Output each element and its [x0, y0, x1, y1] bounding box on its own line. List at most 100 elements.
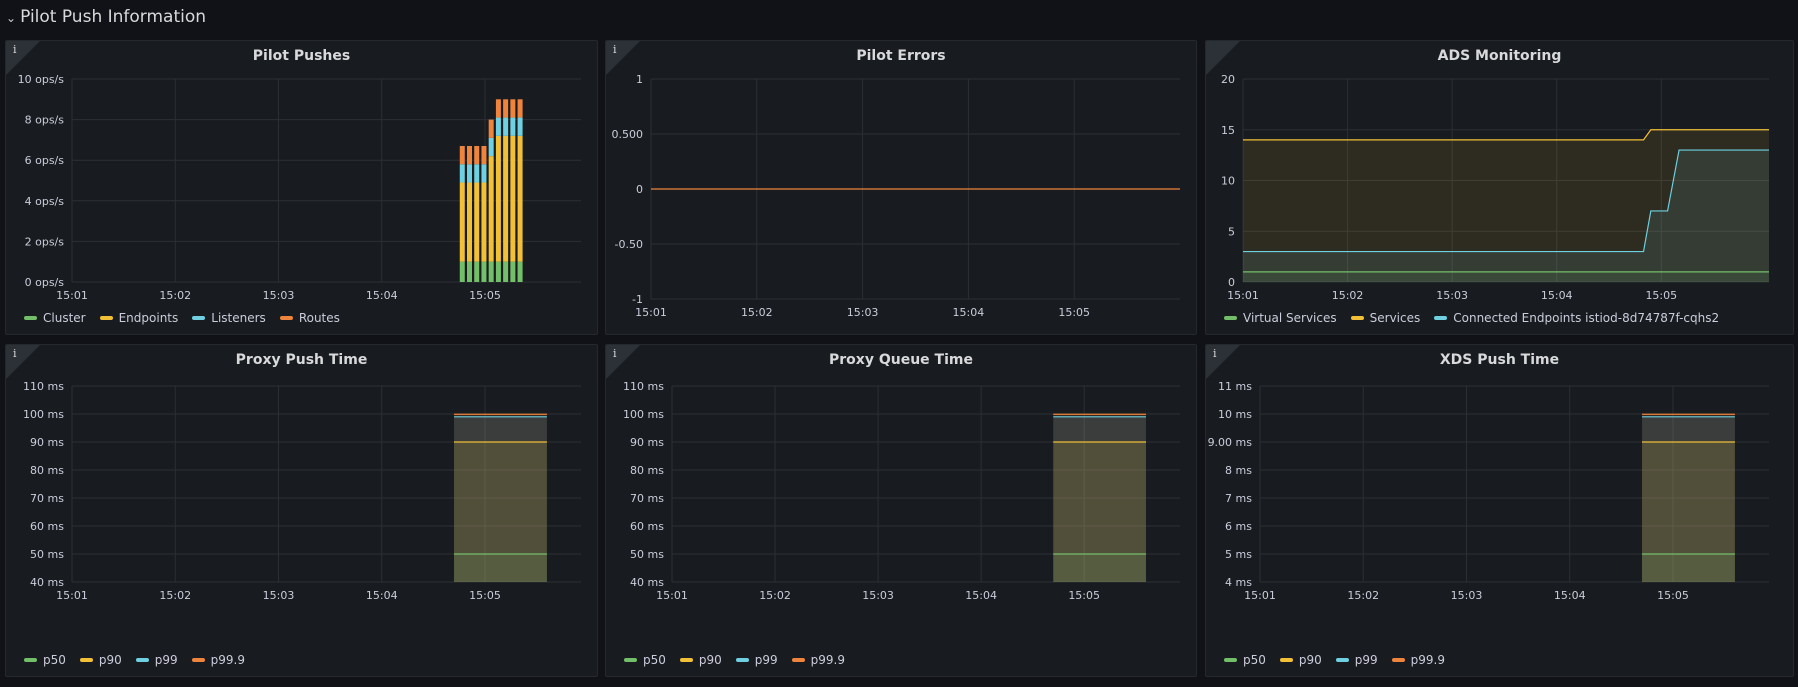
series-area [1642, 442, 1735, 582]
x-tick-label: 15:05 [1058, 306, 1090, 319]
legend-item[interactable]: Virtual Services [1224, 311, 1337, 325]
info-icon[interactable]: i [13, 43, 17, 56]
y-tick-label: 10 ms [1218, 408, 1252, 421]
chart-legend: p50 p90 p99 p99.9 [624, 653, 845, 667]
legend-item[interactable]: Routes [279, 311, 340, 325]
bar-segment [474, 145, 480, 165]
info-icon[interactable]: i [13, 347, 17, 360]
panel-title: XDS Push Time [1439, 352, 1560, 368]
series-area [1243, 150, 1769, 282]
legend-item[interactable]: Connected Endpoints istiod-8d74787f-cqhs… [1434, 311, 1719, 325]
y-tick-label: 100 ms [623, 408, 664, 421]
series-line [1243, 149, 1769, 253]
legend-item[interactable]: Endpoints [99, 311, 178, 325]
legend-item[interactable]: p99.9 [1391, 653, 1446, 667]
chart-xds-push-time: 4 ms 5 ms 6 ms 7 ms 8 ms 9.00 ms 10 ms 11 ms 15:… [1208, 380, 1769, 602]
y-tick-label: 4 ms [1225, 576, 1252, 589]
legend-item[interactable]: p99 [135, 653, 178, 667]
y-tick-label: 70 ms [630, 492, 664, 505]
info-icon[interactable]: i [613, 43, 617, 56]
legend-item[interactable]: p50 [624, 653, 666, 667]
legend-item[interactable]: Cluster [24, 311, 86, 325]
legend-swatch [99, 316, 113, 320]
legend-swatch [679, 658, 693, 662]
y-tick-label: 0 [636, 183, 643, 196]
x-tick-label: 15:04 [953, 306, 985, 319]
x-tick-label: 15:05 [469, 289, 501, 302]
x-tick-label: 15:03 [263, 589, 295, 602]
legend-label: p99.9 [1410, 653, 1446, 667]
legend-item[interactable]: p99 [735, 653, 778, 667]
panel-pilot-errors[interactable]: i Pilot Errors -1 -0.50 0 0.500 1 15:01 15:02 1… [605, 40, 1197, 335]
chart-proxy-push-time: 40 ms 50 ms 60 ms 70 ms 80 ms 90 ms 100 ms 110 … [23, 380, 581, 602]
chevron-down-icon: ⌄ [6, 11, 17, 25]
chart-legend: p50 p90 p99 p99.9 [24, 653, 245, 667]
legend-item[interactable]: p99 [1335, 653, 1378, 667]
legend-swatch [24, 658, 37, 662]
legend-label: p99 [1354, 653, 1378, 667]
y-tick-label: 0 ops/s [25, 276, 65, 289]
legend-item[interactable]: Services [1350, 311, 1421, 325]
y-tick-label: 20 [1221, 73, 1235, 86]
bar-segment [495, 261, 501, 282]
bar-segment [481, 182, 487, 262]
legend-swatch [735, 658, 749, 662]
series-area [1243, 129, 1769, 282]
chart-legend: Cluster Endpoints Listeners Routes [24, 311, 340, 325]
legend-swatch [24, 316, 37, 320]
legend-item[interactable]: p90 [679, 653, 722, 667]
panel-xds-push-time[interactable]: i XDS Push Time 4 ms 5 ms 6 ms 7 ms 8 ms 9.00… [1205, 344, 1794, 677]
legend-swatch [79, 658, 93, 662]
info-icon[interactable]: i [613, 347, 617, 360]
y-tick-label: 100 ms [23, 408, 64, 421]
panel-title: Pilot Errors [856, 48, 946, 64]
panel-ads-monitoring[interactable]: ADS Monitoring 0 5 10 15 20 15:01 15:02 15:03 15… [1205, 40, 1794, 335]
y-tick-label: 9.00 ms [1208, 436, 1253, 449]
x-tick-label: 15:01 [656, 589, 688, 602]
row-header[interactable]: ⌄ Pilot Push Information [6, 4, 206, 30]
legend-item[interactable]: p99.9 [191, 653, 245, 667]
x-tick-label: 15:03 [1436, 289, 1468, 302]
bar-segment [474, 261, 480, 282]
legend-item[interactable]: p90 [79, 653, 122, 667]
panel-pilot-pushes[interactable]: i Pilot Pushes 0 ops/s 2 ops/s 4 ops/s 6 op… [5, 40, 598, 335]
legend-label: Cluster [43, 311, 86, 325]
chart-ads-monitoring: 0 5 10 15 20 15:01 15:02 15:03 15:04 15:05 [1221, 73, 1769, 302]
panel-proxy-queue-time[interactable]: i Proxy Queue Time 40 ms 50 ms 60 ms 70 ms 8… [605, 344, 1197, 677]
info-icon[interactable]: i [1213, 347, 1217, 360]
panel-corner [1206, 41, 1240, 75]
bar-segment [481, 164, 487, 183]
x-tick-label: 15:01 [635, 306, 667, 319]
y-tick-label: 90 ms [630, 436, 664, 449]
y-tick-label: 10 ops/s [18, 73, 65, 86]
bar-segment [517, 99, 523, 118]
y-tick-label: 70 ms [30, 492, 64, 505]
bar-segment [459, 145, 465, 165]
legend-item[interactable]: p50 [24, 653, 66, 667]
legend-item[interactable]: p99.9 [791, 653, 845, 667]
x-tick-label: 15:01 [1244, 589, 1276, 602]
x-tick-label: 15:01 [56, 289, 88, 302]
panel-corner [6, 345, 40, 379]
series-area [1243, 271, 1769, 282]
legend-item[interactable]: p90 [1279, 653, 1322, 667]
panel-proxy-push-time[interactable]: i Proxy Push Time 40 ms 50 ms 60 ms 70 ms 80… [5, 344, 598, 677]
series-area [1053, 554, 1146, 582]
chart-legend: p50 p90 p99 p99.9 [1224, 653, 1445, 667]
legend-item[interactable]: p50 [1224, 653, 1266, 667]
y-tick-label: 40 ms [30, 576, 64, 589]
legend-swatch [624, 658, 637, 662]
legend-item[interactable]: Listeners [192, 311, 266, 325]
legend-swatch [135, 658, 149, 662]
y-tick-label: 5 ms [1225, 548, 1252, 561]
y-tick-label: 11 ms [1218, 380, 1252, 393]
bar-segment [488, 119, 494, 138]
bar-segment [459, 164, 465, 183]
legend-label: p99 [154, 653, 178, 667]
x-tick-label: 15:02 [759, 589, 791, 602]
legend-label: Services [1369, 311, 1421, 325]
y-tick-label: 0.500 [612, 128, 644, 141]
legend-swatch [1391, 658, 1405, 662]
panel-corner [606, 41, 640, 75]
bar-segment [488, 137, 494, 157]
